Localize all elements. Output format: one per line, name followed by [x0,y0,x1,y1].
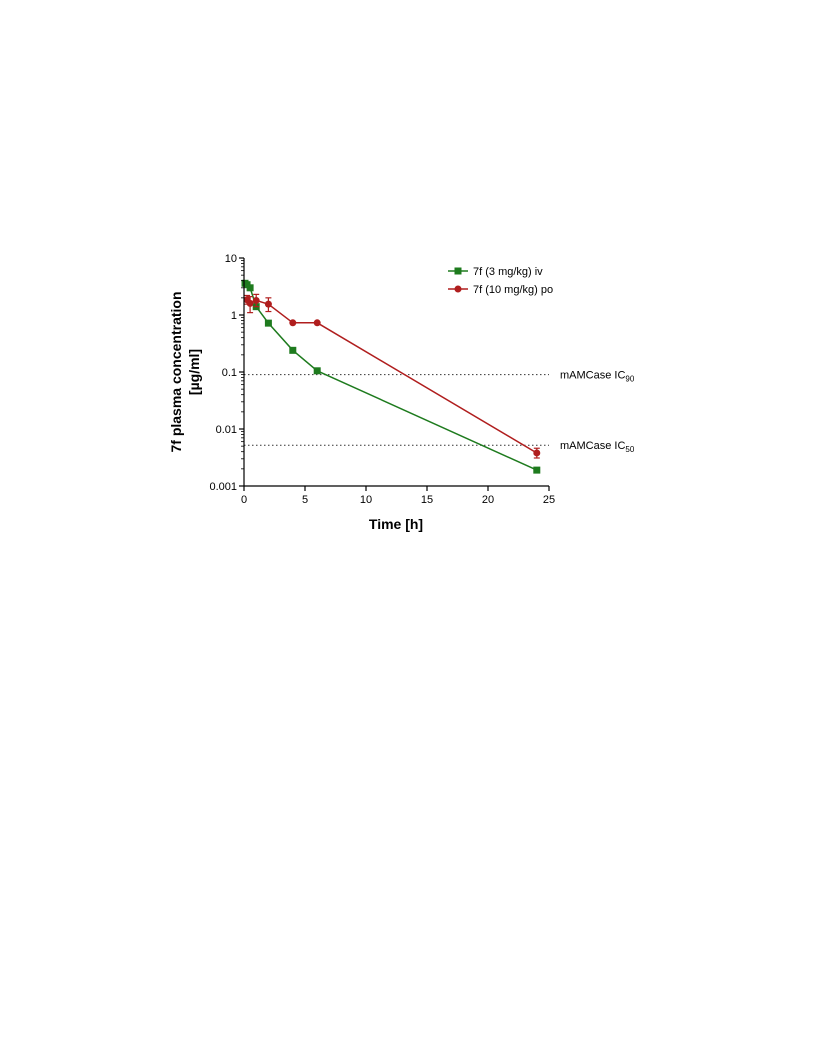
data-point [289,319,297,327]
legend-item: 7f (3 mg/kg) iv [448,266,543,278]
legend-marker [454,285,462,293]
data-point [313,319,321,327]
x-tick-label: 0 [241,494,247,506]
series [243,293,541,459]
data-point [313,367,321,375]
y-axis-title-line2: [µg/ml] [186,349,202,395]
legend-label: 7f (3 mg/kg) iv [473,266,543,278]
y-tick-label: 0.001 [209,481,237,493]
data-point [252,296,260,304]
data-point [533,449,541,457]
y-tick-label: 0.01 [216,424,237,436]
legend-marker [454,267,462,275]
y-axis-title-line1: 7f plasma concentration [168,291,184,452]
reference-lines: mAMCase IC90 mAMCase IC50 [244,370,635,454]
reference-line-label: mAMCase IC90 [560,370,635,384]
x-tick-label: 20 [482,494,494,506]
data-point [246,284,254,292]
y-axis-ticks: 0.001 0.01 0.1 1 10 [209,253,244,493]
y-tick-label: 1 [231,310,237,322]
data-point [533,466,541,474]
x-axis-ticks: 0 5 10 15 20 25 [241,486,555,506]
x-tick-label: 15 [421,494,433,506]
y-tick-label: 10 [225,253,237,265]
y-tick-label: 0.1 [222,367,237,379]
reference-line-label: mAMCase IC50 [560,440,635,454]
series [241,279,541,474]
x-axis-title: Time [h] [369,516,423,532]
y-axis-title: 7f plasma concentration [µg/ml] [168,291,202,452]
x-tick-label: 10 [360,494,372,506]
x-tick-label: 25 [543,494,555,506]
data-point [264,319,272,327]
plot-area: mAMCase IC90 mAMCase IC50 0 5 10 15 20 25 0.00… [209,253,634,506]
series-layer [241,279,541,474]
legend-label: 7f (10 mg/kg) po [473,284,553,296]
data-point [264,300,272,308]
series-line [244,282,538,471]
legend-item: 7f (10 mg/kg) po [448,284,553,296]
x-tick-label: 5 [302,494,308,506]
data-point [289,346,297,354]
data-point [246,299,254,307]
legend: 7f (3 mg/kg) iv 7f (10 mg/kg) po [448,266,553,296]
